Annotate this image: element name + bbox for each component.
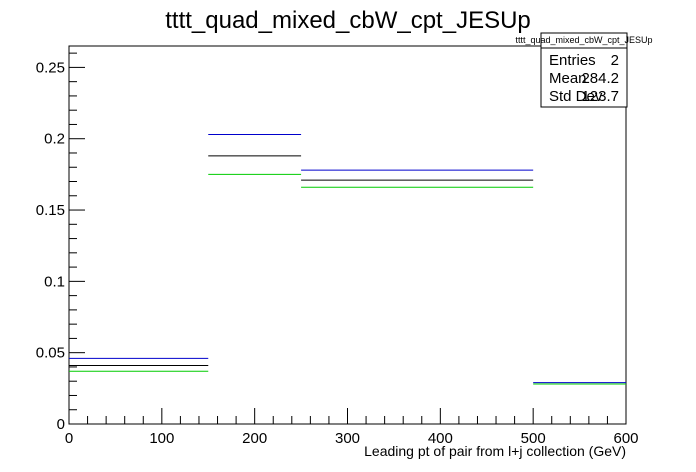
y-axis-ticks: 0 0.05 0.1 0.15 0.2 0.25	[36, 52, 85, 433]
stats-mean-label: Mean	[549, 70, 587, 87]
y-tick-label: 0.1	[44, 273, 65, 290]
stats-box-name: tttt_quad_mixed_cbW_cpt_JESUp	[515, 35, 652, 45]
x-tick-label: 0	[65, 430, 73, 447]
x-tick-label: 600	[613, 430, 638, 447]
x-tick-label: 100	[149, 430, 174, 447]
x-tick-label: 500	[521, 430, 546, 447]
histogram-series-2	[69, 173, 626, 385]
histogram-series-0	[69, 155, 534, 367]
y-tick-label: 0	[57, 416, 65, 433]
y-tick-label: 0.15	[36, 202, 65, 219]
x-tick-label: 400	[428, 430, 453, 447]
stats-box-frame	[540, 32, 628, 108]
stats-mean-value: 284.2	[581, 70, 619, 87]
histogram-series-1	[69, 133, 626, 384]
y-tick-label: 0.25	[36, 59, 65, 76]
stats-entries-value: 2	[611, 52, 619, 69]
x-tick-label: 200	[242, 430, 267, 447]
x-axis-ticks: 0 100 200 300 400 500 600	[65, 408, 639, 447]
y-tick-label: 0.05	[36, 345, 65, 362]
stats-box: tttt_quad_mixed_cbW_cpt_JESUp Entries 2 …	[515, 32, 653, 108]
stats-stddev-label: Std Dev	[549, 88, 603, 105]
x-tick-label: 300	[335, 430, 360, 447]
stats-entries-label: Entries	[549, 52, 596, 69]
histogram-series	[69, 133, 626, 385]
y-tick-label: 0.2	[44, 131, 65, 148]
chart-title: tttt_quad_mixed_cbW_cpt_JESUp	[165, 7, 531, 34]
stats-stddev-value: 123.7	[581, 88, 619, 105]
x-axis-title: Leading pt of pair from l+j collection (…	[364, 443, 626, 459]
